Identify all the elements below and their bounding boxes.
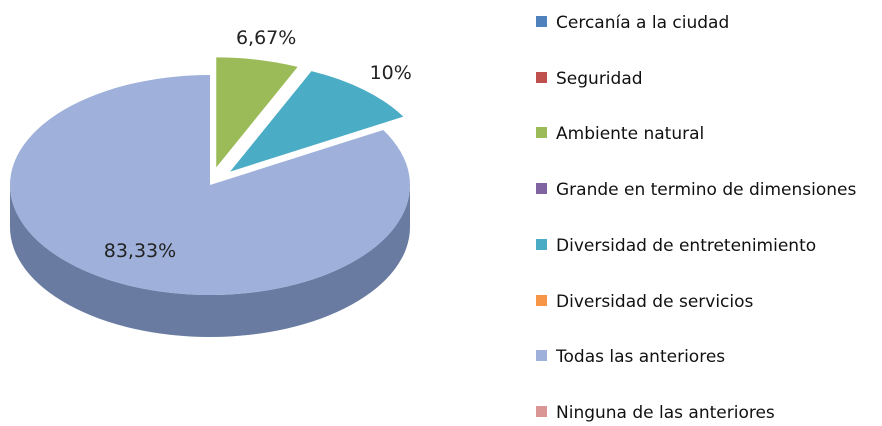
legend-swatch <box>536 350 547 362</box>
pie-side <box>10 185 410 337</box>
legend-label: Grande en termino de dimensiones <box>556 180 857 201</box>
legend-swatch <box>536 405 547 417</box>
pie-side-shade <box>10 185 410 337</box>
legend-swatch <box>536 71 547 83</box>
pie-slice <box>216 57 298 168</box>
legend-label: Seguridad <box>556 68 643 89</box>
legend-label: Ninguna de las anteriores <box>556 402 775 423</box>
data-label: 6,67% <box>236 27 296 49</box>
legend-swatch <box>536 183 547 195</box>
data-label: 10% <box>370 62 412 84</box>
legend-swatch <box>536 238 547 250</box>
legend-label: Diversidad de servicios <box>556 291 754 312</box>
legend-swatch <box>536 16 547 27</box>
pie-slice <box>230 71 404 172</box>
legend-swatch <box>536 294 547 306</box>
legend-label: Diversidad de entretenimiento <box>556 235 817 256</box>
pie-slice <box>9 75 410 296</box>
legend-label: Ambiente natural <box>556 124 705 145</box>
legend-swatch <box>536 127 547 139</box>
data-label: 83,33% <box>104 240 176 262</box>
legend-label: Cercanía a la ciudad <box>556 13 730 33</box>
legend-label: Todas las anteriores <box>556 347 726 368</box>
chart: 6,67% 10% 83,33% <box>9 27 412 337</box>
